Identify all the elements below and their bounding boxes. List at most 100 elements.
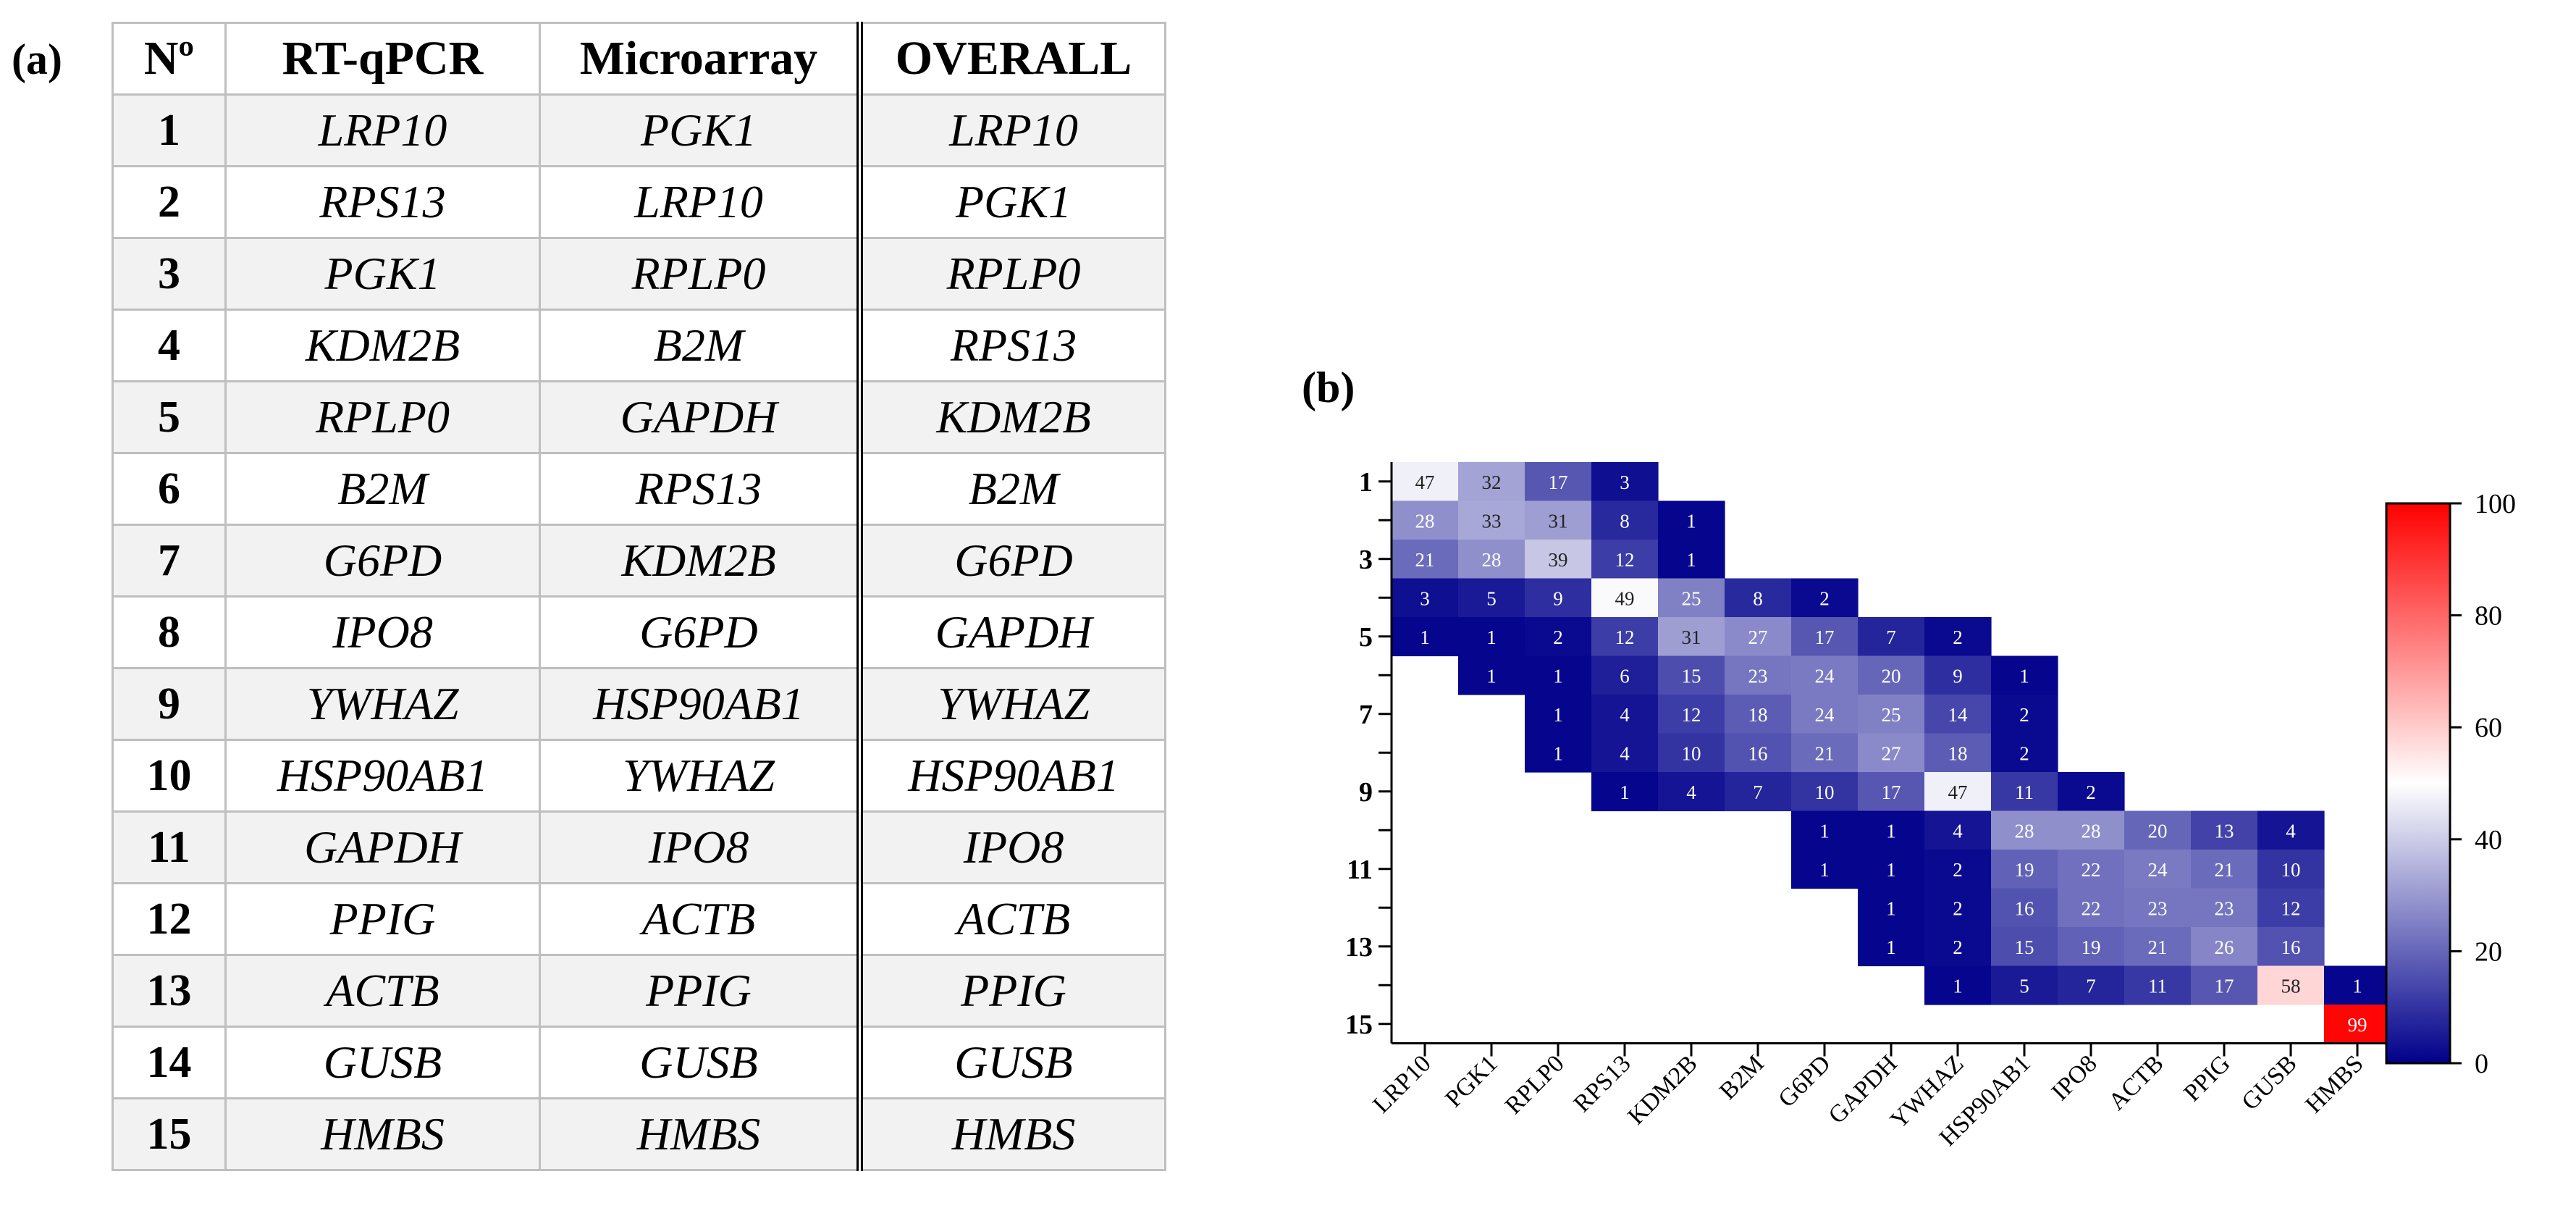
x-tick-label: G6PD — [1773, 1050, 1835, 1112]
heatmap-cell — [2058, 888, 2125, 928]
heatmap-cell — [1591, 655, 1659, 695]
heatmap-cell-label: 16 — [1748, 742, 1768, 764]
cell-num: 6 — [111, 452, 227, 526]
heatmap-cell-label: 7 — [1753, 781, 1763, 803]
heatmap-cell — [1458, 462, 1525, 502]
cell-overall: B2M — [856, 452, 1166, 526]
heatmap-cell-label: 27 — [1748, 626, 1768, 648]
heatmap-cell-label: 1 — [1686, 510, 1696, 532]
heatmap-cell — [1392, 578, 1459, 618]
heatmap-cell-label: 1 — [1886, 859, 1896, 881]
header-microarray: Microarray — [539, 22, 861, 96]
cell-num: 11 — [111, 810, 227, 884]
x-tick-label: RPLP0 — [1500, 1050, 1570, 1120]
heatmap-cell — [1924, 888, 1992, 928]
heatmap-cell — [1991, 927, 2058, 967]
heatmap-cell-label: 11 — [2015, 781, 2034, 803]
heatmap-cell-label: 25 — [1882, 704, 1901, 726]
heatmap-cell — [1791, 733, 1859, 773]
heatmap-cell — [1858, 772, 1925, 812]
heatmap-cell-label: 21 — [2215, 859, 2234, 881]
cell-num: 12 — [111, 882, 227, 956]
heatmap-cell — [2191, 888, 2258, 928]
heatmap-cell-label: 17 — [1882, 781, 1901, 803]
heatmap-cell-label: 2 — [1953, 859, 1963, 881]
colorbar-tick-label: 0 — [2475, 1049, 2488, 1079]
table-row: 8 IPO8 G6PD GAPDH — [111, 595, 1166, 669]
heatmap-cell — [1858, 927, 1925, 967]
heatmap-cell-label: 1 — [1553, 665, 1563, 687]
table-row: 1 LRP10 PGK1 LRP10 — [111, 93, 1166, 167]
heatmap-cell — [1924, 695, 1992, 734]
heatmap-cell — [2324, 1005, 2391, 1044]
colorbar-tick-label: 40 — [2475, 825, 2502, 855]
heatmap-colorbar: 0 20 40 60 80 100 — [2385, 489, 2516, 1079]
heatmap-cell-label: 4 — [1953, 820, 1963, 842]
heatmap-cell-label: 1 — [1420, 626, 1430, 648]
heatmap-cell-label: 1 — [1486, 626, 1497, 648]
heatmap-cell — [1791, 695, 1859, 734]
heatmap-cell-label: 2 — [1953, 626, 1963, 648]
heatmap-cell — [1924, 927, 1992, 967]
heatmap-cell — [1658, 695, 1725, 734]
heatmap-cell — [1525, 733, 1592, 773]
heatmap-cell — [1658, 540, 1725, 579]
heatmap-cell — [1591, 462, 1659, 502]
heatmap-cell-label: 21 — [1415, 549, 1435, 571]
heatmap-cell-label: 9 — [1553, 587, 1563, 609]
heatmap-cell-label: 2 — [1953, 897, 1963, 919]
y-tick-label: 11 — [1347, 855, 1373, 885]
heatmap-cell-label: 1 — [1486, 665, 1497, 687]
heatmap-cell — [1924, 772, 1992, 812]
cell-microarray: ACTB — [539, 882, 861, 956]
heatmap-cells: 47 32 17 328 33 31 8 121 28 39 12 13 5 9 49 25 8 21 1 2 12 31… — [1392, 462, 2391, 1044]
cell-rt-qpcr: LRP10 — [224, 93, 541, 167]
colorbar-tick-label: 80 — [2475, 601, 2502, 632]
cell-num: 15 — [111, 1097, 227, 1171]
heatmap-cell-label: 28 — [1482, 549, 1502, 571]
heatmap-cell-label: 26 — [2215, 936, 2234, 958]
y-tick-label: 3 — [1359, 545, 1373, 575]
colorbar-tick-label: 20 — [2475, 936, 2502, 967]
panel-b-label: (b) — [1302, 364, 1355, 411]
heatmap-cell — [2058, 965, 2125, 1005]
cell-rt-qpcr: G6PD — [224, 524, 541, 598]
heatmap-cell — [1858, 733, 1925, 773]
heatmap-cell-label: 12 — [2281, 897, 2301, 919]
heatmap-cell — [1458, 540, 1525, 579]
cell-overall: PPIG — [856, 954, 1166, 1028]
heatmap-cell — [1991, 733, 2058, 773]
panel-a-label: (a) — [12, 35, 62, 83]
heatmap-cell — [1791, 810, 1859, 850]
heatmap-cell-label: 24 — [1815, 665, 1835, 687]
heatmap-cell-label: 2 — [1953, 936, 1963, 958]
x-tick-label: GUSB — [2236, 1050, 2302, 1115]
ranking-table: Nº RT-qPCR Microarray OVERALL 1 LRP10 PGK1… — [111, 22, 1166, 1171]
cell-overall: HSP90AB1 — [856, 739, 1166, 813]
table-row: 11 GAPDH IPO8 IPO8 — [111, 810, 1166, 884]
heatmap-cell — [1525, 500, 1592, 540]
heatmap-cell-label: 1 — [1553, 742, 1563, 764]
heatmap-cell — [1791, 850, 1859, 889]
heatmap-cell — [2124, 850, 2192, 889]
cell-num: 13 — [111, 954, 227, 1028]
heatmap-cell-label: 24 — [2148, 859, 2168, 881]
heatmap-cell — [1525, 540, 1592, 579]
heatmap-cell — [1991, 888, 2058, 928]
cell-microarray: LRP10 — [539, 165, 861, 239]
heatmap-cell — [1991, 772, 2058, 812]
cell-microarray: G6PD — [539, 595, 861, 669]
cell-microarray: IPO8 — [539, 810, 861, 884]
heatmap-cell — [1858, 655, 1925, 695]
heatmap-cell — [2058, 850, 2125, 889]
table-row: 15 HMBS HMBS HMBS — [111, 1097, 1166, 1171]
cell-num: 5 — [111, 380, 227, 454]
heatmap-cell-label: 4 — [1620, 704, 1630, 726]
heatmap-cell — [2124, 810, 2192, 850]
x-tick-label: PGK1 — [1440, 1050, 1502, 1112]
heatmap-cell — [1924, 810, 1992, 850]
heatmap-cell — [1791, 578, 1859, 618]
heatmap-cell-label: 21 — [1815, 742, 1835, 764]
cell-microarray: KDM2B — [539, 524, 861, 598]
table-row: 7 G6PD KDM2B G6PD — [111, 524, 1166, 598]
